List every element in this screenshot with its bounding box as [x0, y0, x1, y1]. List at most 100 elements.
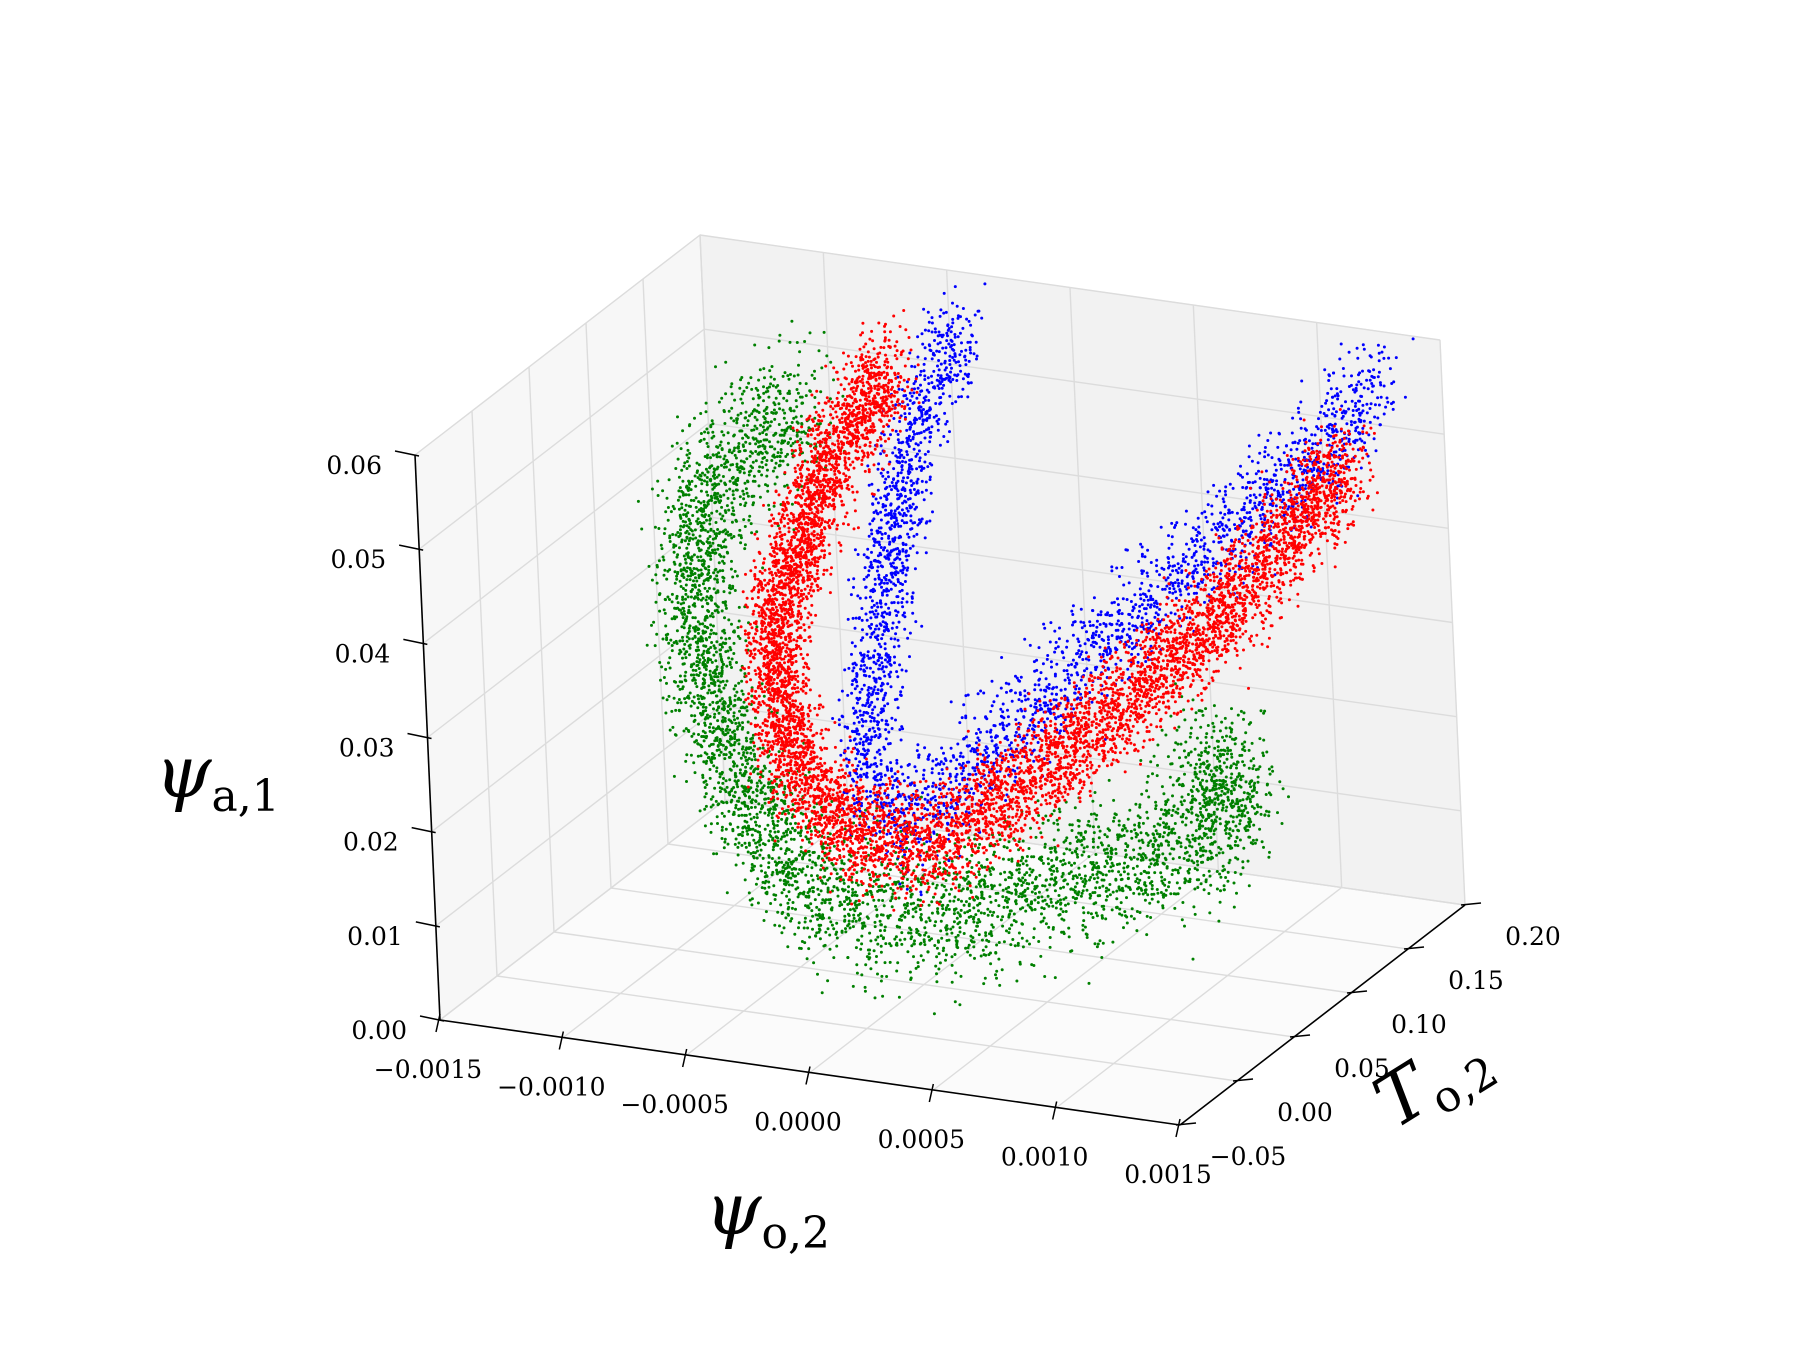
series-1-point	[1216, 796, 1219, 800]
series-1-point	[717, 748, 721, 752]
series-1-point	[703, 528, 707, 532]
series-1-point	[666, 569, 670, 573]
series-1-point	[730, 622, 733, 626]
series-1-point	[700, 572, 704, 576]
series-1-point	[674, 533, 678, 537]
series-1-point	[797, 926, 800, 930]
series-1-point	[721, 569, 725, 573]
series-1-point	[1085, 888, 1089, 892]
series-1-point	[1258, 765, 1262, 769]
series-1-point	[1001, 915, 1005, 919]
series-1-point	[711, 483, 715, 487]
series-1-point	[1152, 824, 1156, 828]
series-1-point	[810, 866, 814, 870]
series-1-point	[732, 641, 736, 645]
series-1-point	[684, 656, 688, 660]
series-1-point	[733, 842, 737, 846]
series-1-point	[1247, 766, 1251, 770]
series-1-point	[1043, 842, 1047, 846]
series-1-point	[1091, 799, 1095, 803]
series-2-point	[1187, 592, 1191, 596]
series-1-point	[852, 821, 856, 825]
series-1-point	[1202, 791, 1206, 795]
series-1-point	[1137, 852, 1141, 856]
series-1-point	[680, 468, 684, 472]
series-1-point	[1130, 836, 1134, 840]
series-1-point	[759, 791, 763, 795]
series-1-point	[1225, 757, 1229, 761]
series-1-point	[686, 566, 689, 570]
series-1-point	[665, 638, 669, 642]
series-1-point	[1160, 875, 1164, 879]
series-1-point	[1170, 828, 1174, 832]
series-1-point	[679, 524, 683, 528]
series-1-point	[772, 408, 776, 412]
series-1-point	[1114, 852, 1118, 855]
series-1-point	[704, 410, 708, 414]
series-1-point	[776, 440, 780, 444]
series-1-point	[1159, 891, 1163, 894]
series-1-point	[709, 805, 713, 809]
series-1-point	[720, 517, 723, 521]
series-1-point	[738, 709, 741, 713]
series-1-point	[1233, 843, 1237, 847]
series-1-point	[670, 649, 674, 653]
series-1-point	[740, 801, 744, 805]
series-1-point	[1096, 870, 1100, 874]
series-1-point	[728, 767, 732, 771]
series-1-point	[1210, 819, 1214, 823]
series-1-point	[697, 667, 701, 670]
series-1-point	[757, 470, 761, 473]
series-1-point	[685, 467, 689, 470]
series-1-point	[763, 801, 767, 805]
series-1-point	[706, 660, 710, 664]
series-1-point	[936, 875, 940, 879]
series-1-point	[1054, 906, 1058, 910]
series-1-point	[1215, 807, 1219, 811]
series-1-point	[901, 866, 905, 870]
series-2-point	[1377, 359, 1381, 363]
series-1-point	[1020, 855, 1024, 859]
series-1-point	[1146, 833, 1150, 837]
series-1-point	[773, 898, 777, 901]
series-1-point	[1023, 878, 1027, 882]
series-1-point	[1235, 891, 1238, 895]
series-1-point	[937, 952, 941, 956]
series-1-point	[1132, 891, 1136, 895]
series-1-point	[724, 753, 728, 757]
series-1-point	[1061, 910, 1065, 914]
series-1-point	[986, 907, 990, 911]
series-1-point	[1007, 915, 1011, 919]
series-1-point	[703, 717, 707, 721]
series-1-point	[746, 494, 750, 498]
series-1-point	[730, 559, 733, 563]
series-1-point	[812, 850, 816, 854]
series-1-point	[1083, 830, 1087, 834]
series-1-point	[873, 996, 877, 1000]
series-1-point	[1044, 878, 1048, 882]
series-1-point	[718, 699, 722, 703]
series-1-point	[750, 387, 754, 391]
series-1-point	[770, 857, 774, 860]
series-1-point	[1232, 788, 1236, 792]
series-1-point	[1211, 822, 1215, 826]
series-1-point	[718, 553, 722, 557]
series-1-point	[1126, 845, 1129, 849]
series-1-point	[1208, 849, 1212, 853]
series-1-point	[720, 447, 724, 451]
series-1-point	[1144, 884, 1148, 888]
series-1-point	[1256, 805, 1260, 809]
series-1-point	[672, 545, 676, 549]
series-1-point	[698, 520, 702, 524]
series-1-point	[732, 810, 736, 814]
series-1-point	[1200, 860, 1203, 864]
series-1-point	[1062, 852, 1066, 856]
series-1-point	[1250, 741, 1254, 745]
series-1-point	[1136, 857, 1140, 861]
series-1-point	[721, 663, 725, 666]
series-1-point	[701, 773, 705, 777]
series-1-point	[995, 943, 999, 947]
series-1-point	[746, 762, 750, 766]
series-1-point	[1153, 871, 1157, 875]
series-1-point	[650, 578, 654, 582]
